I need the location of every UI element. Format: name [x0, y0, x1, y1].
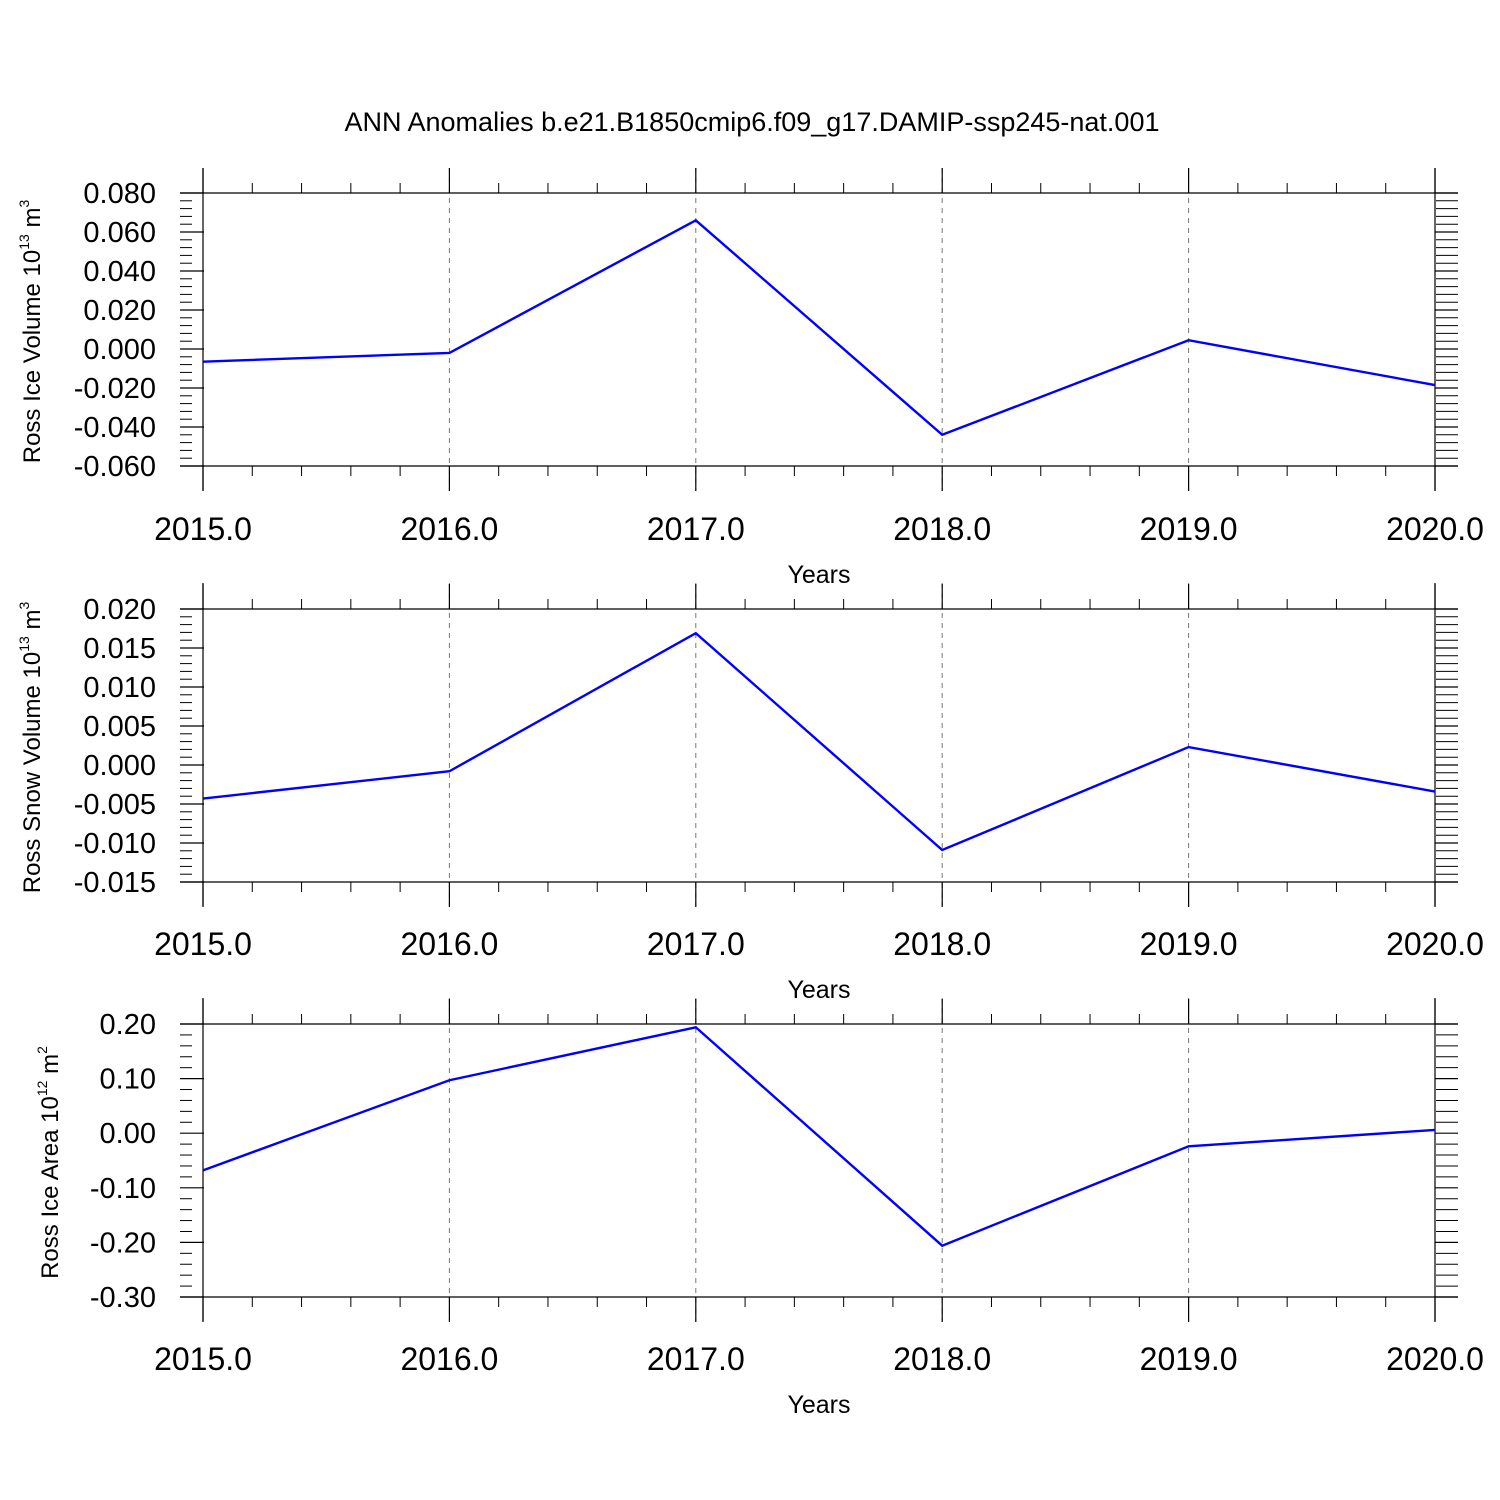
y-tick-label: 0.005: [83, 711, 156, 743]
y-tick-label: -0.010: [74, 828, 156, 860]
y-tick-label: 0.00: [100, 1118, 156, 1150]
x-tick-label: 2019.0: [1140, 926, 1238, 962]
x-tick-label: 2018.0: [893, 511, 991, 547]
y-tick-label: -0.015: [74, 867, 156, 899]
y-tick-label: 0.000: [83, 750, 156, 782]
y-tick-label: 0.020: [83, 594, 156, 626]
x-tick-label: 2016.0: [400, 1341, 498, 1377]
y-tick-label: 0.20: [100, 1009, 156, 1041]
series-line: [202, 1025, 1436, 1248]
x-tick-label: 2020.0: [1386, 511, 1484, 547]
panel-2: 2015.0 2016.0 2017.0 2018.0 2019.0 2020.0 0.02…: [16, 583, 1484, 1004]
x-tick-label: 2015.0: [154, 1341, 252, 1377]
x-tick-label: 2019.0: [1140, 1341, 1238, 1377]
y-tick-label: 0.10: [100, 1064, 156, 1096]
x-tick-label: 2020.0: [1386, 926, 1484, 962]
y-axis-label: Ross Snow Volume 1013 m3: [16, 602, 46, 894]
panels: 2015.0 2016.0 2017.0 2018.0 2019.0 2020.0 0.08…: [16, 168, 1484, 1419]
y-tick-label: -0.20: [90, 1227, 156, 1259]
x-axis-label: Years: [787, 561, 850, 589]
y-tick-label: 0.040: [83, 256, 156, 288]
y-axis-label: Ross Ice Area 1012 m2: [34, 1046, 64, 1279]
panel-1: 2015.0 2016.0 2017.0 2018.0 2019.0 2020.0 0.08…: [16, 168, 1484, 589]
y-tick-label: 0.000: [83, 334, 156, 366]
x-tick-label: 2015.0: [154, 511, 252, 547]
series-line: [202, 218, 1436, 437]
y-tick-label: 0.015: [83, 633, 156, 665]
y-tick-label: -0.040: [74, 412, 156, 444]
series-line: [202, 631, 1436, 852]
x-tick-label: 2017.0: [647, 926, 745, 962]
x-tick-label: 2016.0: [400, 926, 498, 962]
y-tick-label: -0.020: [74, 373, 156, 405]
x-tick-label: 2015.0: [154, 926, 252, 962]
y-axis-label: Ross Ice Volume 1013 m3: [16, 200, 46, 464]
y-tick-label: 0.010: [83, 672, 156, 704]
panel-3: 2015.0 2016.0 2017.0 2018.0 2019.0 2020.0 0.20…: [34, 998, 1484, 1419]
y-tick-label: -0.30: [90, 1282, 156, 1314]
y-tick-label: 0.020: [83, 295, 156, 327]
x-tick-label: 2017.0: [647, 1341, 745, 1377]
x-tick-label: 2020.0: [1386, 1341, 1484, 1377]
x-tick-label: 2019.0: [1140, 511, 1238, 547]
x-tick-label: 2018.0: [893, 926, 991, 962]
figure-title: ANN Anomalies b.e21.B1850cmip6.f09_g17.D…: [345, 107, 1160, 137]
y-tick-label: 0.060: [83, 217, 156, 249]
x-axis-label: Years: [787, 1391, 850, 1419]
y-tick-label: -0.060: [74, 451, 156, 483]
x-axis-label: Years: [787, 976, 850, 1004]
y-tick-label: -0.005: [74, 789, 156, 821]
x-tick-label: 2017.0: [647, 511, 745, 547]
x-tick-label: 2016.0: [400, 511, 498, 547]
y-tick-label: 0.080: [83, 178, 156, 210]
y-tick-label: -0.10: [90, 1173, 156, 1205]
x-tick-label: 2018.0: [893, 1341, 991, 1377]
